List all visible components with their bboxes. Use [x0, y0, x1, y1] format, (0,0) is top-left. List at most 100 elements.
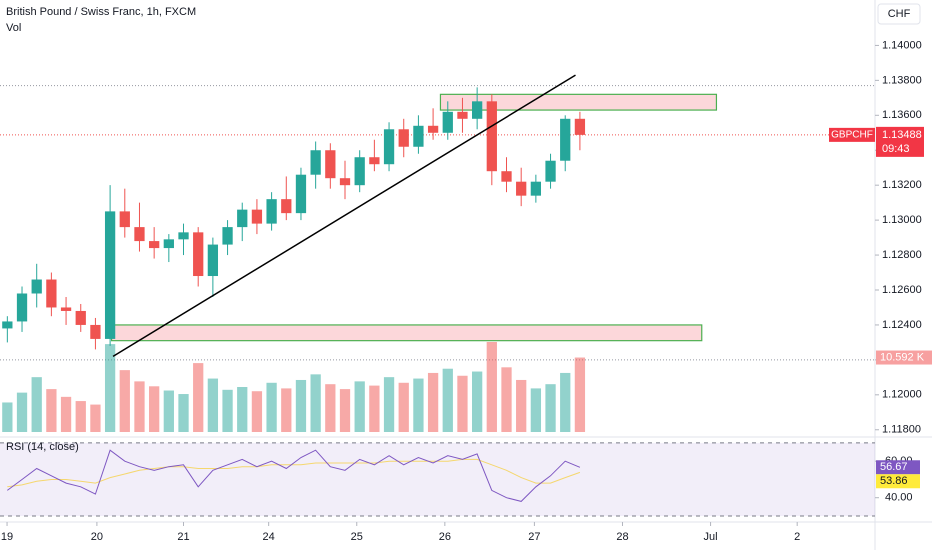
volume-bar	[31, 377, 42, 432]
x-tick-label: 26	[439, 531, 451, 543]
rsi-ma-badge	[876, 474, 920, 489]
last-price: 1.13488	[882, 129, 922, 141]
candle-body	[310, 150, 321, 175]
volume-bar	[427, 372, 439, 432]
candle-body	[383, 129, 395, 165]
candle-body	[2, 321, 13, 329]
volume-badge	[876, 350, 932, 365]
candle-body	[31, 279, 42, 294]
volume-bar	[222, 389, 233, 432]
volume-bar	[207, 378, 219, 432]
symbol: GBPCHF	[831, 130, 873, 141]
candle-body	[339, 178, 351, 186]
volume-bar	[149, 386, 160, 432]
volume-bar	[295, 379, 307, 432]
candle-body	[90, 324, 101, 339]
candle-body	[16, 293, 28, 322]
x-tick-label: 24	[263, 531, 275, 543]
candle-body	[442, 111, 453, 133]
rsi-title: RSI (14, close)	[6, 441, 79, 453]
currency[interactable]: CHF	[888, 8, 911, 20]
chart-title: British Pound / Swiss Franc, 1h, FXCM	[6, 6, 196, 18]
rsi-badge	[876, 460, 920, 475]
currency-button[interactable]	[877, 3, 921, 25]
candle-body	[472, 101, 483, 119]
volume-bar	[442, 368, 453, 432]
x-tick-label: 25	[351, 531, 363, 543]
y-tick-label: 1.13800	[882, 74, 922, 86]
zone	[439, 93, 718, 111]
volume-bar	[545, 384, 556, 432]
candle-body	[251, 209, 263, 224]
rsi-ma-value: 53.86	[880, 475, 908, 487]
volume-bar	[2, 402, 13, 432]
zone	[110, 324, 703, 342]
volume-bar	[46, 389, 57, 432]
candle-body	[530, 181, 542, 196]
candle-body	[178, 232, 189, 240]
trendline	[112, 74, 576, 358]
rsi-line	[7, 449, 581, 502]
volume-bar	[413, 378, 424, 432]
volume-bar	[325, 384, 336, 432]
volume-bar	[516, 379, 527, 432]
candle-body	[119, 211, 130, 228]
volume-bar	[501, 367, 512, 432]
volume-value: 10.592 K	[880, 351, 925, 363]
candle-body	[398, 129, 409, 147]
candle-body	[149, 241, 160, 249]
candle-body	[75, 310, 86, 325]
volume-bar	[119, 370, 130, 432]
volume-bar	[178, 394, 189, 432]
y-tick-label: 1.12400	[882, 319, 922, 331]
x-tick-label: Jul	[704, 531, 718, 543]
candle-body	[413, 125, 424, 147]
y-tick-label: 1.13000	[882, 214, 922, 226]
y-tick-label: 1.13200	[882, 179, 922, 191]
x-tick-label: 21	[177, 531, 189, 543]
volume-bar	[530, 388, 542, 432]
volume-bar	[457, 375, 468, 432]
candle-body	[325, 150, 336, 179]
y-tick-label: 1.14000	[882, 39, 922, 51]
rsi-value: 56.67	[880, 461, 908, 473]
volume-bar	[383, 377, 395, 432]
y-tick-label: 1.11800	[882, 424, 921, 436]
volume-bar	[237, 387, 248, 432]
candle-body	[501, 171, 512, 182]
volume-bar	[75, 401, 86, 432]
candle-body	[207, 244, 219, 277]
volume-bar	[251, 391, 263, 432]
candle-body	[545, 160, 556, 182]
candle-body	[46, 279, 57, 308]
volume-bar	[574, 357, 586, 432]
x-tick-label: 28	[616, 531, 628, 543]
candle-body	[457, 111, 468, 119]
y-tick-label: 1.12600	[882, 284, 922, 296]
volume-label: Vol	[6, 22, 21, 34]
volume-bar	[60, 396, 72, 432]
candle-body	[266, 199, 277, 224]
volume-bar	[472, 371, 483, 432]
candle-body	[560, 118, 571, 161]
x-tick-label: 27	[528, 531, 540, 543]
candle-body	[369, 157, 380, 165]
candle-body	[134, 227, 145, 242]
candle-body	[354, 157, 365, 186]
volume-bar	[310, 374, 321, 432]
volume-bar	[339, 389, 351, 432]
volume-bar	[16, 392, 28, 432]
volume-bar	[134, 381, 145, 432]
candle-body	[281, 199, 292, 214]
candle-body	[222, 227, 233, 245]
rsi-tick-label: 40.00	[885, 492, 913, 504]
volume-bar	[193, 363, 204, 432]
rsi-pane	[0, 437, 875, 522]
y-tick-label: 1.12800	[882, 249, 922, 261]
volume-bar	[560, 372, 571, 432]
last-price-badge	[876, 126, 924, 157]
volume-bar	[281, 388, 292, 432]
candle-body	[295, 174, 307, 214]
candle-body	[486, 101, 497, 172]
candle-body	[193, 232, 204, 277]
